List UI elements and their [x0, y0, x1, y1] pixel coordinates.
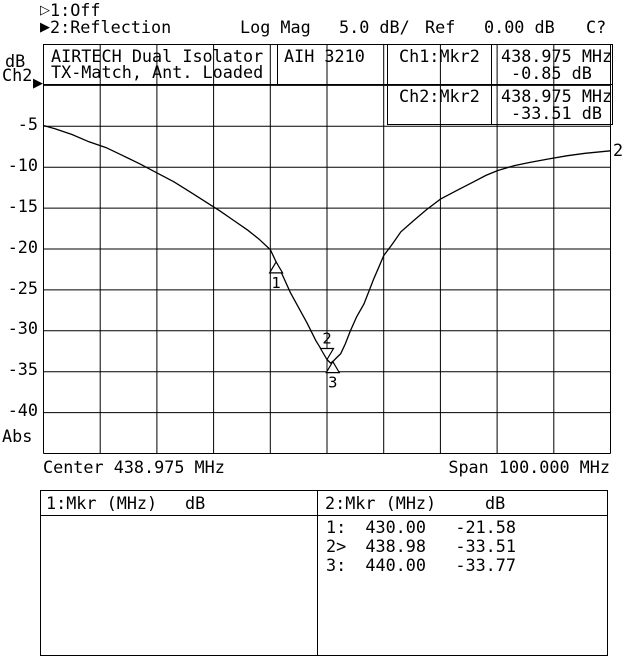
- active-channel-label: Ch2: [2, 65, 33, 85]
- marker-2-symbol[interactable]: [319, 347, 335, 361]
- marker-row-frequency: 438.98: [365, 536, 426, 556]
- marker-row-db: -33.51: [455, 536, 516, 556]
- y-tick-label: -20: [7, 237, 38, 257]
- trace-number-label: 2: [613, 140, 624, 160]
- ch2-marker-value: -33.51 dB: [511, 103, 602, 123]
- mkr-table1-header-db: dB: [185, 493, 206, 513]
- y-tick-label: -5: [17, 114, 38, 134]
- marker-table-header-rule: [41, 515, 607, 516]
- channel2-pointer-icon: ▶: [40, 20, 50, 35]
- cal-status: C?: [586, 17, 607, 37]
- y-tick-label: -35: [7, 359, 38, 379]
- marker-row-db: -21.58: [455, 517, 516, 537]
- marker-row-frequency: 430.00: [365, 517, 426, 537]
- marker-3-number: 3: [328, 374, 337, 392]
- span-frequency-label: Span 100.000 MHz: [448, 457, 610, 477]
- ch1-marker-source: Ch1:Mkr2: [399, 46, 480, 66]
- center-frequency-label: Center 438.975 MHz: [43, 457, 225, 477]
- marker-row-number: 3:: [326, 555, 347, 575]
- y-tick-label: -30: [7, 318, 38, 338]
- ch2-marker-readout-box: Ch2:Mkr2 438.975 MHz -33.51 dB: [387, 84, 613, 125]
- ref-value: 0.00 dB: [484, 17, 555, 37]
- device-title-line2: TX-Match, Ant. Loaded: [51, 62, 264, 82]
- device-model: AIH 3210: [284, 46, 365, 66]
- y-tick-label: -25: [7, 278, 38, 298]
- scale-per-div: 5.0 dB/: [339, 17, 410, 37]
- marker-row-db: -33.77: [455, 555, 516, 575]
- ch2-marker-frequency: 438.975 MHz: [501, 86, 613, 106]
- marker-1-symbol[interactable]: [268, 260, 284, 274]
- ch2-readout-divider: [491, 85, 492, 124]
- y-tick-label: -15: [7, 196, 38, 216]
- ch1-marker-frequency: 438.975 MHz: [501, 46, 613, 66]
- marker-row-number: 1:: [326, 517, 347, 537]
- title-box: AIRTECH Dual Isolator TX-Match, Ant. Loa…: [43, 44, 388, 85]
- device-title-line1: AIRTECH Dual Isolator: [51, 46, 264, 66]
- ch1-readout-divider: [491, 45, 492, 84]
- mkr-table2-header-db: dB: [485, 493, 506, 513]
- ch2-marker-source: Ch2:Mkr2: [399, 86, 480, 106]
- y-tick-label: -40: [7, 400, 38, 420]
- marker-1-number: 1: [271, 274, 280, 292]
- ref-label: Ref: [425, 17, 456, 37]
- display-format: Log Mag: [240, 17, 311, 37]
- marker-3-symbol[interactable]: [325, 360, 341, 374]
- ch1-marker-readout-box: Ch1:Mkr2 438.975 MHz -0.85 dB: [387, 44, 613, 85]
- title-box-divider: [277, 45, 278, 84]
- reflection-trace: [43, 124, 611, 364]
- channel1-status: 1:Off: [50, 0, 101, 20]
- ch1-marker-value: -0.85 dB: [511, 63, 592, 83]
- y-axis-mode: Abs: [2, 426, 33, 446]
- mkr-table1-header-freq: 1:Mkr (MHz): [46, 493, 158, 513]
- marker-table-divider: [317, 491, 318, 655]
- y-tick-label: -10: [7, 155, 38, 175]
- marker-2-number: 2: [322, 330, 331, 348]
- channel1-pointer-icon: ▷: [40, 3, 50, 18]
- marker-row-number: 2>: [326, 536, 347, 556]
- channel2-measurement: 2:Reflection: [50, 17, 172, 37]
- y-axis-unit: dB: [5, 51, 26, 71]
- marker-table: 1:Mkr (MHz) dB 2:Mkr (MHz) dB 1: 430.00 …: [40, 490, 608, 656]
- marker-row-frequency: 440.00: [365, 555, 426, 575]
- mkr-table2-header-freq: 2:Mkr (MHz): [325, 493, 437, 513]
- ref-position-pointer-icon: ▶: [33, 76, 43, 91]
